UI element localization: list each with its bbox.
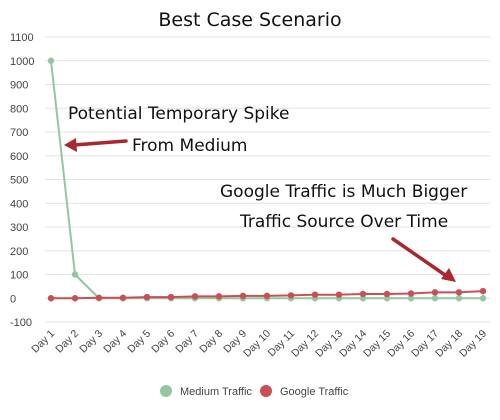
x-tick-label: Day 2 <box>53 328 81 356</box>
data-point <box>215 293 223 300</box>
data-point <box>143 293 151 301</box>
chart-title: Best Case Scenario <box>158 9 341 31</box>
x-tick-label: Day 5 <box>125 328 153 356</box>
data-point <box>47 57 55 64</box>
data-point <box>311 291 319 298</box>
y-tick-label: 800 <box>10 103 28 115</box>
annotation-spike-line-1: Potential Temporary Spike <box>68 104 289 124</box>
data-point <box>191 293 199 300</box>
x-tick-label: Day 19 <box>457 328 489 360</box>
x-tick-label: Day 4 <box>101 328 129 356</box>
series <box>47 57 487 302</box>
data-point <box>167 293 175 301</box>
data-point <box>335 291 343 298</box>
data-point <box>431 289 439 296</box>
annotation-arrow-head <box>441 268 456 282</box>
y-tick-label: 200 <box>10 246 28 258</box>
x-tick-label: Day 6 <box>149 328 177 356</box>
data-point <box>71 271 79 278</box>
annotation-arrow-shaft <box>391 237 447 277</box>
data-point <box>47 295 55 302</box>
annotation-arrow-shaft <box>72 139 128 147</box>
annotation-google-line-1: Google Traffic is Much Bigger <box>220 182 467 202</box>
data-point <box>239 292 247 300</box>
y-tick-label: 1000 <box>10 56 34 68</box>
legend-swatch-medium <box>160 385 172 397</box>
x-tick-label: Day 8 <box>197 328 225 356</box>
legend-label-google: Google Traffic <box>280 386 349 398</box>
data-point <box>359 290 367 298</box>
data-point <box>71 295 79 302</box>
annotation-spike-line-2: From Medium <box>132 136 248 156</box>
data-point <box>119 294 127 301</box>
data-point <box>263 292 271 300</box>
x-tick-label: Day 10 <box>241 328 273 360</box>
annotation-arrow-head <box>64 138 77 152</box>
y-tick-label: 700 <box>10 127 28 139</box>
annotations: Potential Temporary Spike From Medium Go… <box>64 104 467 282</box>
data-point <box>287 292 295 299</box>
data-point <box>479 287 487 295</box>
annotation-google-line-2: Traffic Source Over Time <box>239 212 448 232</box>
x-tick-label: Day 7 <box>173 328 201 356</box>
data-point <box>383 290 391 298</box>
data-point <box>407 295 415 302</box>
data-point <box>407 290 415 297</box>
y-tick-label: 900 <box>10 80 28 92</box>
legend-label-medium: Medium Traffic <box>180 386 252 398</box>
legend-swatch-google <box>260 385 272 397</box>
data-point <box>455 289 463 296</box>
y-tick-label: 600 <box>10 151 28 163</box>
y-tick-label: 1100 <box>10 32 34 44</box>
x-tick-label: Day 3 <box>77 328 105 356</box>
data-point <box>95 294 103 301</box>
y-tick-label: 0 <box>10 293 16 305</box>
y-tick-label: 100 <box>10 270 28 282</box>
y-tick-label: 400 <box>10 198 28 210</box>
y-tick-label: 300 <box>10 222 28 234</box>
y-tick-label: -100 <box>10 317 32 329</box>
grid <box>45 36 490 323</box>
data-point <box>455 295 463 302</box>
y-tick-label: 500 <box>10 175 28 187</box>
x-tick-label: Day 1 <box>29 328 57 356</box>
data-point <box>479 295 487 302</box>
legend: Medium Traffic Google Traffic <box>160 385 349 398</box>
data-point <box>431 295 439 302</box>
